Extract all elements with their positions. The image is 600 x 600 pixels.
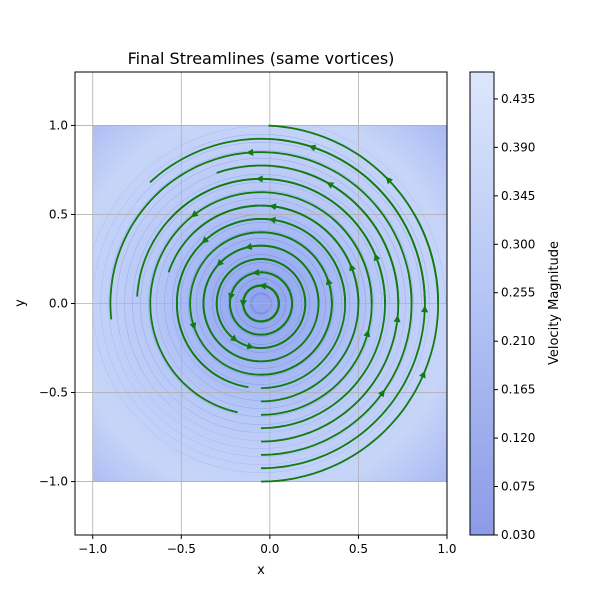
y-tick-label-1: −0.5: [39, 386, 68, 400]
streamline-arrow-13: [349, 263, 356, 272]
colorbar-tick-label-1: 0.075: [501, 480, 535, 494]
fine-streamline-17: [116, 158, 406, 449]
colorbar-tick-label-7: 0.345: [501, 189, 535, 203]
x-tick-label-3: 0.5: [349, 542, 368, 556]
streamline-arrow-25: [419, 370, 426, 379]
fine-streamline-4: [219, 262, 303, 345]
fine-streamline-7: [196, 238, 326, 369]
colorbar: 0.030 0.075 0.120 0.165 0.210 0.255 0.300 0.345…: [469, 71, 562, 542]
colorbar-tick-label-3: 0.165: [501, 383, 535, 397]
streamline-arrow-17: [373, 253, 381, 262]
fine-streamline-13: [148, 190, 374, 417]
chart-title: Final Streamlines (same vortices): [128, 49, 395, 68]
fine-streamline-14: [140, 182, 382, 425]
streamline-9: [219, 231, 333, 376]
x-tick-label-2: 0.0: [260, 542, 279, 556]
streamline-arrow-19: [393, 315, 401, 323]
streamline-arrow-7: [244, 242, 253, 250]
streamline-arrow-5: [230, 334, 238, 342]
y-axis-ticks: −1.0 −0.5 0.0 0.5 1.0: [39, 118, 75, 489]
streamline-arrow-11: [268, 216, 276, 224]
y-tick-label-2: 0.0: [49, 297, 68, 311]
colorbar-tick-label-5: 0.255: [501, 286, 535, 300]
streamline-arrow-9: [325, 277, 333, 286]
colorbar-ticks: 0.030 0.075 0.120 0.165 0.210 0.255 0.300 0.345…: [494, 92, 535, 542]
streamline-arrow-24: [385, 176, 393, 185]
colorbar-tick-label-8: 0.390: [501, 140, 535, 154]
fine-streamline-15: [132, 174, 390, 433]
y-tick-label-4: 1.0: [49, 118, 68, 132]
streamline-arrow-3: [228, 292, 235, 301]
x-axis-label: x: [257, 563, 265, 578]
x-axis-ticks: −1.0 −0.5 0.0 0.5 1.0: [78, 535, 457, 556]
streamline-1: [242, 284, 281, 323]
streamlines: [109, 124, 439, 483]
streamline-arrow-14: [190, 210, 199, 218]
fine-streamline-5: [212, 254, 310, 353]
fine-streamline-18: [108, 150, 414, 457]
streamline-arrow-23: [421, 305, 429, 313]
colorbar-tick-label-4: 0.210: [501, 334, 535, 348]
colorbar-tick-label-9: 0.435: [501, 92, 535, 106]
fine-streamline-8: [188, 230, 334, 377]
fine-streamline-22: [313, 125, 446, 304]
streamline-19: [261, 171, 400, 443]
streamline-3: [229, 271, 293, 336]
colorbar-tick-label-2: 0.120: [501, 431, 535, 445]
fine-streamline-2: [235, 278, 287, 329]
streamline-13: [193, 204, 360, 403]
x-tick-label-4: 1.0: [437, 542, 456, 556]
colorbar-gradient: [469, 71, 495, 536]
plot-area: [75, 72, 447, 535]
fine-streamline-19: [100, 142, 422, 465]
fine-streamline-20: [92, 134, 430, 473]
streamline-arrow-20: [246, 148, 254, 156]
streamline-15: [260, 217, 373, 416]
streamline-7: [202, 244, 320, 363]
streamline-arrow-15: [363, 329, 371, 338]
x-tick-label-1: −0.5: [167, 542, 196, 556]
fine-streamline-3: [227, 270, 295, 337]
streamline-25: [260, 212, 439, 483]
fine-streamline-12: [156, 198, 366, 409]
streamline-arrow-1: [239, 299, 247, 308]
y-axis-label: y: [13, 299, 28, 307]
streamline-arrow-8: [189, 322, 197, 330]
streamline-arrow-21: [377, 389, 385, 398]
colorbar-label: Velocity Magnitude: [547, 241, 562, 365]
x-tick-label-0: −1.0: [78, 542, 107, 556]
streamline-21: [260, 277, 413, 456]
y-tick-label-3: 0.5: [49, 207, 68, 221]
streamline-23: [261, 138, 426, 470]
colorbar-tick-label-0: 0.030: [501, 528, 535, 542]
colorbar-tick-label-6: 0.300: [501, 237, 535, 251]
fine-streamline-9: [180, 222, 342, 385]
y-tick-label-0: −1.0: [39, 475, 68, 489]
